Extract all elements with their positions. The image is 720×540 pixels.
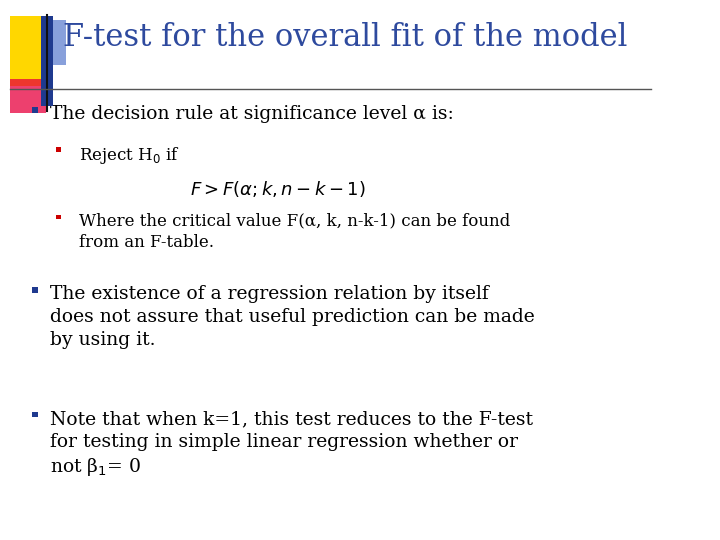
Text: The existence of a regression relation by itself
does not assure that useful pre: The existence of a regression relation b… xyxy=(50,285,534,349)
Bar xyxy=(32,287,38,293)
Bar xyxy=(32,412,38,417)
Bar xyxy=(56,147,61,152)
Text: F-test for the overall fit of the model: F-test for the overall fit of the model xyxy=(63,22,627,53)
Bar xyxy=(32,107,38,113)
Text: Where the critical value F(α, k, n-k-1) can be found
from an F-table.: Where the critical value F(α, k, n-k-1) … xyxy=(79,213,510,251)
Bar xyxy=(10,16,46,86)
Bar xyxy=(10,79,46,113)
Text: Note that when k=1, this test reduces to the F-test
for testing in simple linear: Note that when k=1, this test reduces to… xyxy=(50,410,533,478)
Text: $F > F(\alpha; k, n-k-1)$: $F > F(\alpha; k, n-k-1)$ xyxy=(189,179,365,199)
Text: Reject H$_0$ if: Reject H$_0$ if xyxy=(79,145,180,166)
Bar xyxy=(56,215,61,219)
Text: The decision rule at significance level α is:: The decision rule at significance level … xyxy=(50,105,454,123)
Bar xyxy=(41,16,53,106)
Bar xyxy=(41,19,66,65)
